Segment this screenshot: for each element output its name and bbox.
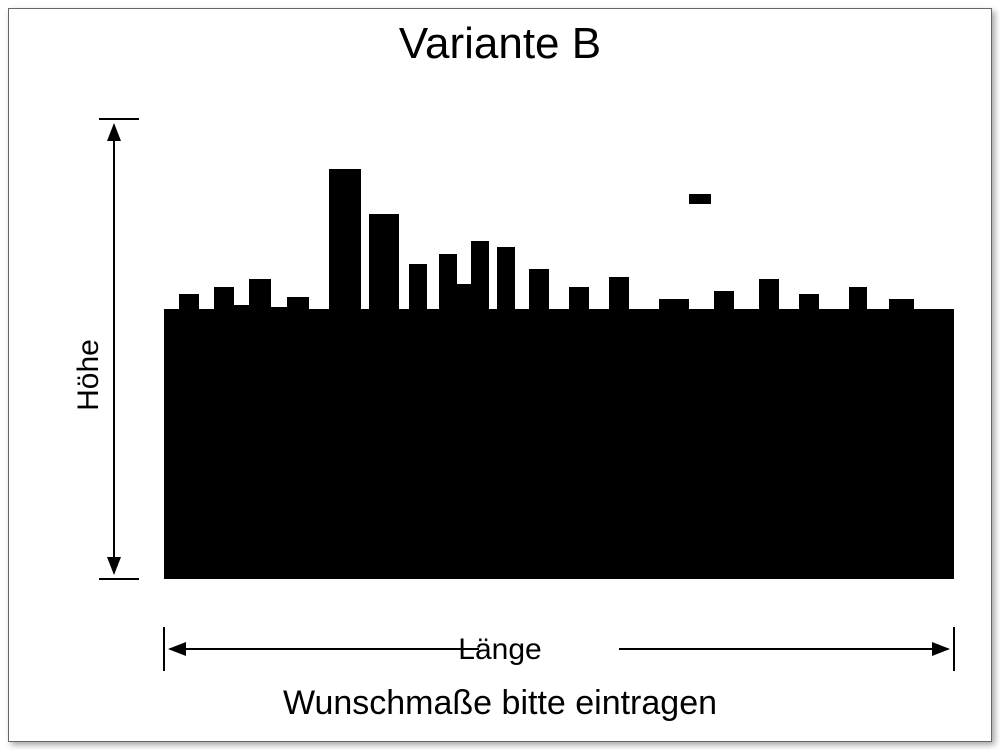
skyline-silhouette bbox=[164, 169, 954, 579]
arrowhead-down-icon bbox=[107, 557, 121, 575]
height-label: Höhe bbox=[72, 339, 106, 411]
skyline-mark bbox=[689, 194, 711, 204]
instruction-text: Wunschmaße bitte eintragen bbox=[9, 684, 991, 723]
arrowhead-up-icon bbox=[107, 123, 121, 141]
length-label: Länge bbox=[9, 633, 991, 667]
diagram-frame: Variante B Höhe Länge Wunschmaße bitte e… bbox=[8, 8, 992, 742]
